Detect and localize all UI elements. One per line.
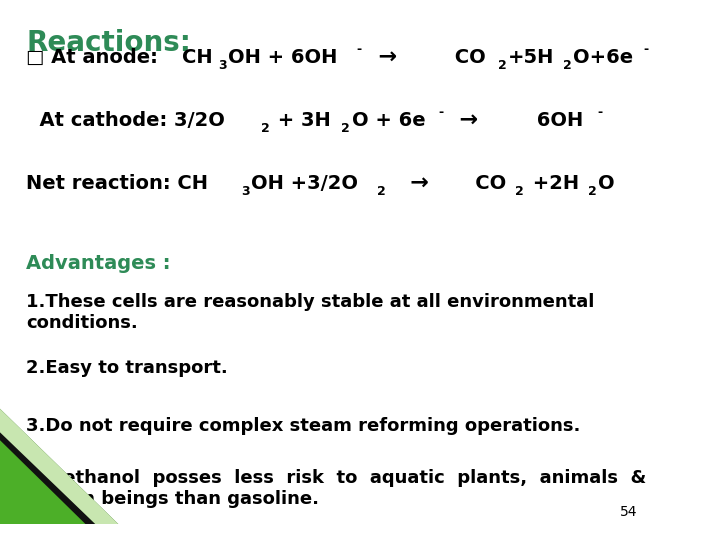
Text: OH + 6OH: OH + 6OH	[228, 48, 337, 67]
Text: -: -	[357, 43, 362, 57]
Text: + 3H: + 3H	[271, 111, 330, 130]
Text: +2H: +2H	[526, 174, 579, 193]
Text: 3: 3	[240, 185, 249, 198]
Text: 2: 2	[377, 185, 386, 198]
Text: 2: 2	[341, 122, 350, 135]
Text: →: →	[363, 47, 413, 67]
Text: OH +3/2O: OH +3/2O	[251, 174, 358, 193]
Text: 4.Methanol  posses  less  risk  to  aquatic  plants,  animals  &
human beings th: 4.Methanol posses less risk to aquatic p…	[27, 469, 647, 508]
Polygon shape	[0, 430, 95, 524]
Text: At cathode: 3/2O: At cathode: 3/2O	[27, 111, 225, 130]
Text: 2.Easy to transport.: 2.Easy to transport.	[27, 359, 228, 377]
Text: -: -	[598, 106, 603, 119]
Text: Net reaction: CH: Net reaction: CH	[27, 174, 208, 193]
Text: -: -	[438, 106, 444, 119]
Text: Reactions:: Reactions:	[27, 29, 192, 57]
Text: 2: 2	[516, 185, 524, 198]
Text: O+6e: O+6e	[573, 48, 633, 67]
Text: 2: 2	[562, 59, 571, 72]
Text: 3: 3	[217, 59, 226, 72]
Text: →: →	[387, 173, 445, 193]
Text: +5H: +5H	[508, 48, 554, 67]
Text: O: O	[598, 174, 615, 193]
Text: O + 6e: O + 6e	[351, 111, 426, 130]
Text: 6OH: 6OH	[503, 111, 583, 130]
Polygon shape	[0, 409, 118, 524]
Text: -: -	[644, 43, 649, 57]
Text: □ At anode:: □ At anode:	[27, 48, 158, 67]
Text: 54: 54	[620, 505, 638, 519]
Text: CO: CO	[421, 48, 486, 67]
Text: 2: 2	[261, 122, 269, 135]
Text: CO: CO	[455, 174, 506, 193]
Polygon shape	[0, 409, 118, 524]
Text: 2: 2	[498, 59, 506, 72]
Text: 3.Do not require complex steam reforming operations.: 3.Do not require complex steam reforming…	[27, 417, 580, 435]
Text: 1.These cells are reasonably stable at all environmental
conditions.: 1.These cells are reasonably stable at a…	[27, 293, 595, 332]
Text: Advantages :: Advantages :	[27, 254, 171, 273]
Text: →: →	[444, 110, 494, 130]
Polygon shape	[0, 435, 92, 524]
Text: CH: CH	[181, 48, 212, 67]
Text: 2: 2	[588, 185, 597, 198]
